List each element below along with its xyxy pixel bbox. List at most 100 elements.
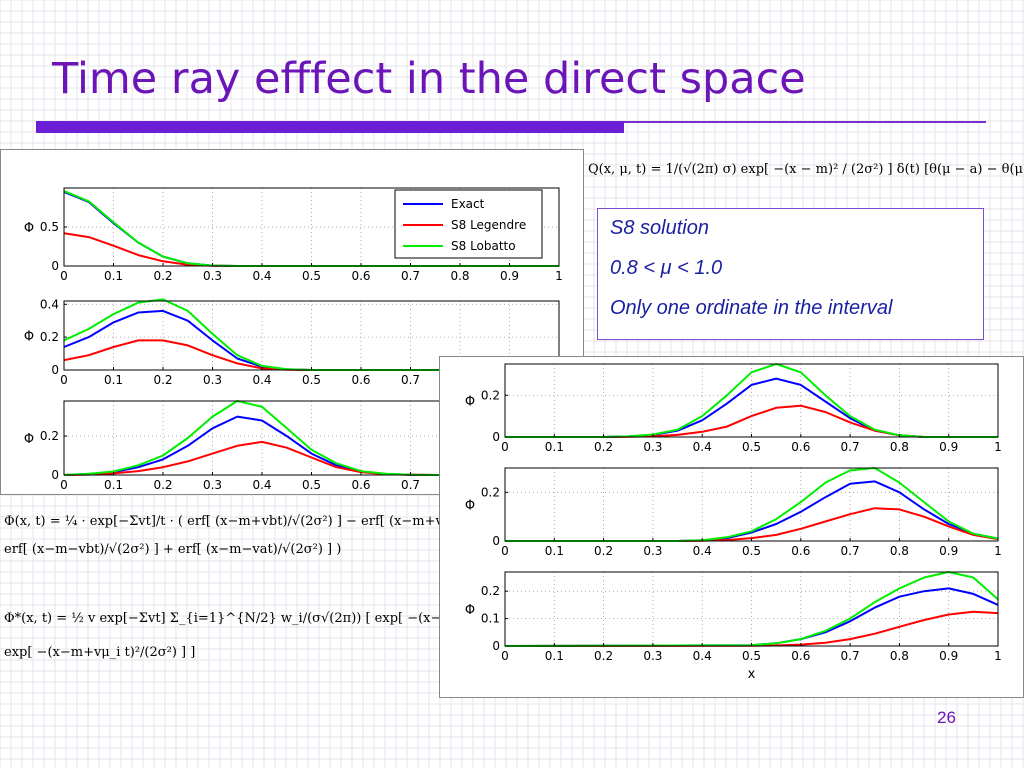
x-tick-label: 0.6 bbox=[351, 269, 370, 283]
x-tick-label: 0.7 bbox=[401, 478, 420, 492]
x-tick-label: 0.6 bbox=[351, 478, 370, 492]
x-tick-label: 0.5 bbox=[742, 649, 761, 663]
s8-solution-box: S8 solution 0.8 < μ < 1.0 Only one ordin… bbox=[597, 208, 984, 340]
x-tick-label: 0.4 bbox=[693, 649, 712, 663]
x-tick-label: 0 bbox=[60, 478, 68, 492]
x-tick-label: 0.3 bbox=[643, 649, 662, 663]
y-tick-label: 0.4 bbox=[40, 297, 59, 311]
x-tick-label: 0.6 bbox=[351, 373, 370, 387]
x-tick-label: 1 bbox=[555, 269, 563, 283]
x-tick-label: 0.8 bbox=[890, 649, 909, 663]
x-tick-label: 0.7 bbox=[841, 649, 860, 663]
x-tick-label: 0.3 bbox=[203, 373, 222, 387]
legend-label: Exact bbox=[451, 197, 485, 211]
series-line-s8-lobatto bbox=[504, 571, 999, 647]
x-tick-label: 0.9 bbox=[939, 544, 958, 558]
plot-left-bottom: 0 0.1 0.2 0.3 0.4 0.5 0.6 0.7 0 0.2 Φ bbox=[24, 400, 560, 492]
phi-formula: Φ(x, t) = ¼ · exp[−Σvt]/t · ( erf[ (x−m+… bbox=[4, 508, 530, 564]
x-tick-label: 0.2 bbox=[594, 649, 613, 663]
x-tick-label: 0.1 bbox=[545, 544, 564, 558]
x-tick-label: 0.6 bbox=[791, 544, 810, 558]
page-number: 26 bbox=[937, 708, 956, 727]
x-tick-label: 0 bbox=[60, 373, 68, 387]
x-tick-label: 0.3 bbox=[643, 440, 662, 454]
y-tick-label: 0 bbox=[492, 534, 500, 548]
x-tick-label: 0.4 bbox=[252, 373, 271, 387]
x-tick-label: 0.9 bbox=[939, 649, 958, 663]
legend-label: S8 Legendre bbox=[451, 218, 526, 232]
y-tick-label: 0 bbox=[51, 468, 59, 482]
x-tick-label: 0.5 bbox=[742, 544, 761, 558]
plot-left-top: 0 0.1 0.2 0.3 0.4 0.5 0.6 0.7 0.8 0.9 1 0 0.5 Φ Exact S… bbox=[24, 187, 563, 283]
x-tick-label: 1 bbox=[994, 649, 1002, 663]
phistar-formula: Φ*(x, t) = ½ v exp[−Σvt] Σ_{i=1}^{N/2} w… bbox=[4, 602, 572, 670]
y-tick-label: 0 bbox=[51, 363, 59, 377]
x-tick-label: 0.2 bbox=[153, 373, 172, 387]
y-axis-label: Φ bbox=[24, 432, 34, 447]
plot-right-middle: 0 0.1 0.2 0.3 0.4 0.5 0.6 0.7 0.8 0.9 1 0 0.2 Φ bbox=[465, 467, 1002, 558]
series-line-s8-lobatto bbox=[505, 467, 999, 542]
x-tick-label: 0.4 bbox=[693, 440, 712, 454]
y-tick-label: 0 bbox=[51, 259, 59, 273]
x-tick-label: 0.7 bbox=[841, 544, 860, 558]
x-tick-label: 0.4 bbox=[693, 544, 712, 558]
x-tick-label: 0.1 bbox=[104, 269, 123, 283]
y-tick-label: 0 bbox=[492, 430, 500, 444]
x-tick-label: 0.7 bbox=[401, 269, 420, 283]
phi-formula-line-2: erf[ (x−m−vbt)/√(2σ²) ] + erf[ (x−m−vat)… bbox=[4, 542, 342, 557]
x-tick-label: 0.2 bbox=[594, 544, 613, 558]
x-tick-label: 0 bbox=[60, 269, 68, 283]
legend: Exact S8 Legendre S8 Lobatto bbox=[394, 189, 543, 259]
y-axis-label: Φ bbox=[465, 499, 475, 514]
x-axis-label: x bbox=[748, 667, 756, 682]
x-tick-label: 0.3 bbox=[203, 269, 222, 283]
right-figure-svg: 0 0.1 0.2 0.3 0.4 0.5 0.6 0.7 0.8 0.9 1 0 0.2 Φ 0 0.1 0.… bbox=[465, 363, 1002, 682]
x-tick-label: 0.1 bbox=[104, 478, 123, 492]
x-tick-label: 0.5 bbox=[742, 440, 761, 454]
x-tick-label: 0.7 bbox=[841, 440, 860, 454]
x-tick-label: 0.5 bbox=[302, 478, 321, 492]
x-tick-label: 0.6 bbox=[791, 649, 810, 663]
x-tick-label: 0.9 bbox=[500, 269, 519, 283]
x-tick-label: 0.7 bbox=[401, 373, 420, 387]
s8-line-2: 0.8 < μ < 1.0 bbox=[610, 257, 723, 279]
s8-line-3: Only one ordinate in the interval bbox=[610, 297, 893, 319]
x-tick-label: 0 bbox=[501, 649, 509, 663]
title-accent-bar bbox=[36, 121, 624, 133]
y-tick-label: 0.2 bbox=[40, 429, 59, 443]
y-tick-label: 0 bbox=[492, 639, 500, 653]
plot-right-top: 0 0.1 0.2 0.3 0.4 0.5 0.6 0.7 0.8 0.9 1 0 0.2 Φ bbox=[465, 363, 1002, 454]
right-figure-panel: 0 0.1 0.2 0.3 0.4 0.5 0.6 0.7 0.8 0.9 1 0 0.2 Φ 0 0.1 0.… bbox=[439, 356, 1024, 698]
phi-formula-line-1: Φ(x, t) = ¼ · exp[−Σvt]/t · ( erf[ (x−m+… bbox=[4, 514, 531, 529]
y-axis-label: Φ bbox=[465, 603, 475, 618]
x-tick-label: 0.9 bbox=[939, 440, 958, 454]
x-tick-label: 0.2 bbox=[594, 440, 613, 454]
series-line-s8-lobatto bbox=[63, 298, 559, 371]
slide-title: Time ray efffect in the direct space bbox=[52, 54, 806, 104]
y-tick-label: 0.5 bbox=[40, 220, 59, 234]
y-tick-label: 0.2 bbox=[481, 388, 500, 402]
x-tick-label: 0.3 bbox=[643, 544, 662, 558]
y-tick-label: 0.2 bbox=[40, 330, 59, 344]
x-tick-label: 0.8 bbox=[890, 440, 909, 454]
x-tick-label: 0.1 bbox=[104, 373, 123, 387]
x-tick-label: 0.5 bbox=[302, 269, 321, 283]
x-tick-label: 0.4 bbox=[252, 478, 271, 492]
x-tick-label: 0.8 bbox=[450, 269, 469, 283]
left-figure-svg: 0 0.1 0.2 0.3 0.4 0.5 0.6 0.7 0.8 0.9 1 0 0.5 Φ Exact S… bbox=[24, 187, 563, 492]
x-tick-label: 0 bbox=[501, 440, 509, 454]
x-tick-label: 0.1 bbox=[545, 440, 564, 454]
x-tick-label: 0.3 bbox=[203, 478, 222, 492]
source-formula: Q(x, μ, t) = 1/(√(2π) σ) exp[ −(x − m)² … bbox=[588, 162, 1024, 177]
y-axis-label: Φ bbox=[24, 330, 34, 345]
s8-line-1: S8 solution bbox=[610, 217, 709, 239]
y-axis-label: Φ bbox=[465, 395, 475, 410]
x-tick-label: 0.4 bbox=[252, 269, 271, 283]
phistar-formula-line-1: Φ*(x, t) = ½ v exp[−Σvt] Σ_{i=1}^{N/2} w… bbox=[4, 611, 572, 626]
legend-label: S8 Lobatto bbox=[451, 239, 516, 253]
series-line-s8-lobatto bbox=[505, 363, 998, 438]
x-tick-label: 0.2 bbox=[153, 478, 172, 492]
y-tick-label: 0.1 bbox=[481, 612, 500, 626]
plot-right-bottom: 0 0.1 0.2 0.3 0.4 0.5 0.6 0.7 0.8 0.9 1 0 0.1 0.2 Φx bbox=[465, 571, 1002, 682]
x-tick-label: 0.8 bbox=[890, 544, 909, 558]
